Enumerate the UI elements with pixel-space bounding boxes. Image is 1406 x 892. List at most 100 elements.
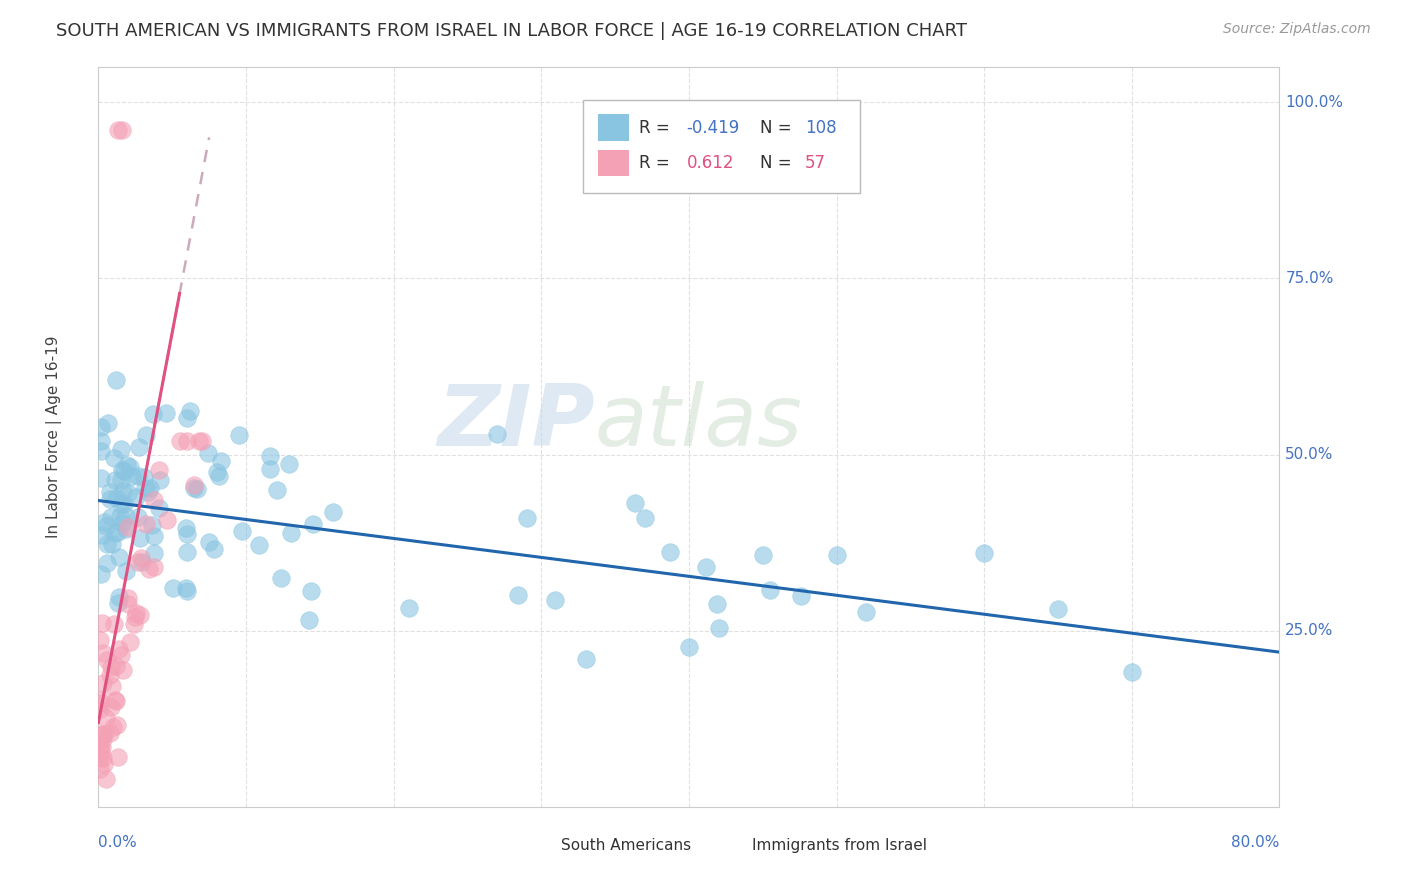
Point <box>186 483 208 497</box>
Point <box>90 444 112 458</box>
Point <box>143 528 166 542</box>
Point <box>110 497 132 511</box>
Bar <box>530 839 553 855</box>
Text: Immigrants from Israel: Immigrants from Israel <box>752 838 927 854</box>
Bar <box>718 839 742 855</box>
Text: In Labor Force | Age 16-19: In Labor Force | Age 16-19 <box>45 335 62 539</box>
Point <box>118 460 141 475</box>
Point <box>149 473 172 487</box>
Point <box>101 720 124 734</box>
Point <box>247 538 270 552</box>
Point <box>114 564 136 578</box>
Point <box>91 528 114 542</box>
Point <box>89 692 111 706</box>
Point <box>191 434 214 448</box>
Point <box>624 496 647 510</box>
Point <box>89 696 111 710</box>
Point <box>174 581 197 595</box>
Text: 57: 57 <box>804 154 825 172</box>
Point <box>91 732 114 747</box>
Point <box>169 434 191 448</box>
Point <box>129 531 152 545</box>
Text: 0.612: 0.612 <box>686 154 734 172</box>
Point <box>110 473 132 487</box>
Point <box>103 450 125 465</box>
Point <box>129 608 152 623</box>
Point <box>156 513 179 527</box>
Point <box>228 427 250 442</box>
Point <box>89 632 111 647</box>
Point <box>90 419 112 434</box>
Text: Source: ZipAtlas.com: Source: ZipAtlas.com <box>1223 22 1371 37</box>
Point <box>142 407 165 421</box>
Point <box>93 515 115 529</box>
Point <box>89 750 111 764</box>
Point <box>506 588 529 602</box>
Point <box>127 555 149 569</box>
Point <box>98 668 121 682</box>
Text: SOUTH AMERICAN VS IMMIGRANTS FROM ISRAEL IN LABOR FORCE | AGE 16-19 CORRELATION : SOUTH AMERICAN VS IMMIGRANTS FROM ISRAEL… <box>56 22 967 40</box>
Text: 75.0%: 75.0% <box>1285 271 1334 286</box>
Point <box>90 745 112 759</box>
Point <box>131 555 153 569</box>
Text: -0.419: -0.419 <box>686 119 740 136</box>
Point <box>104 491 127 505</box>
Point <box>104 473 127 487</box>
Point <box>141 517 163 532</box>
Point <box>855 605 877 619</box>
Point <box>89 727 111 741</box>
Point <box>89 762 111 776</box>
Point <box>107 123 129 137</box>
Text: 108: 108 <box>804 119 837 136</box>
Point <box>322 505 344 519</box>
Point <box>183 477 205 491</box>
Text: N =: N = <box>759 119 797 136</box>
Point <box>278 458 301 472</box>
Point <box>108 590 131 604</box>
Point <box>111 123 134 137</box>
Point <box>127 509 149 524</box>
Point <box>148 463 170 477</box>
Point <box>108 642 131 657</box>
Point <box>155 406 177 420</box>
Point <box>96 537 118 551</box>
Point <box>207 469 229 483</box>
Point <box>486 426 509 441</box>
Text: South Americans: South Americans <box>561 838 692 854</box>
Point <box>176 584 198 599</box>
Point <box>90 434 112 448</box>
Point <box>112 464 135 478</box>
Point <box>205 466 228 480</box>
Point <box>143 493 166 508</box>
Point <box>136 485 159 500</box>
Point <box>187 434 209 448</box>
Point <box>100 700 122 714</box>
Point <box>202 541 225 556</box>
Point <box>176 410 198 425</box>
Point <box>302 517 325 532</box>
Point <box>176 526 198 541</box>
Point <box>259 461 281 475</box>
Point <box>129 550 152 565</box>
Point <box>127 469 149 483</box>
Point <box>759 582 782 597</box>
Point <box>707 621 730 635</box>
Point <box>96 653 118 667</box>
Point <box>90 740 112 755</box>
Point <box>89 702 111 716</box>
Point <box>138 561 160 575</box>
Point <box>104 692 127 706</box>
Point <box>117 485 139 500</box>
Point <box>162 581 184 595</box>
Point <box>98 492 121 507</box>
Text: R =: R = <box>640 154 681 172</box>
Point <box>121 468 143 483</box>
Point <box>176 545 198 559</box>
Point <box>122 616 145 631</box>
Point <box>179 403 201 417</box>
Point <box>543 593 565 607</box>
Point <box>197 445 219 459</box>
Point <box>107 750 129 764</box>
Point <box>299 583 322 598</box>
Point <box>270 571 292 585</box>
